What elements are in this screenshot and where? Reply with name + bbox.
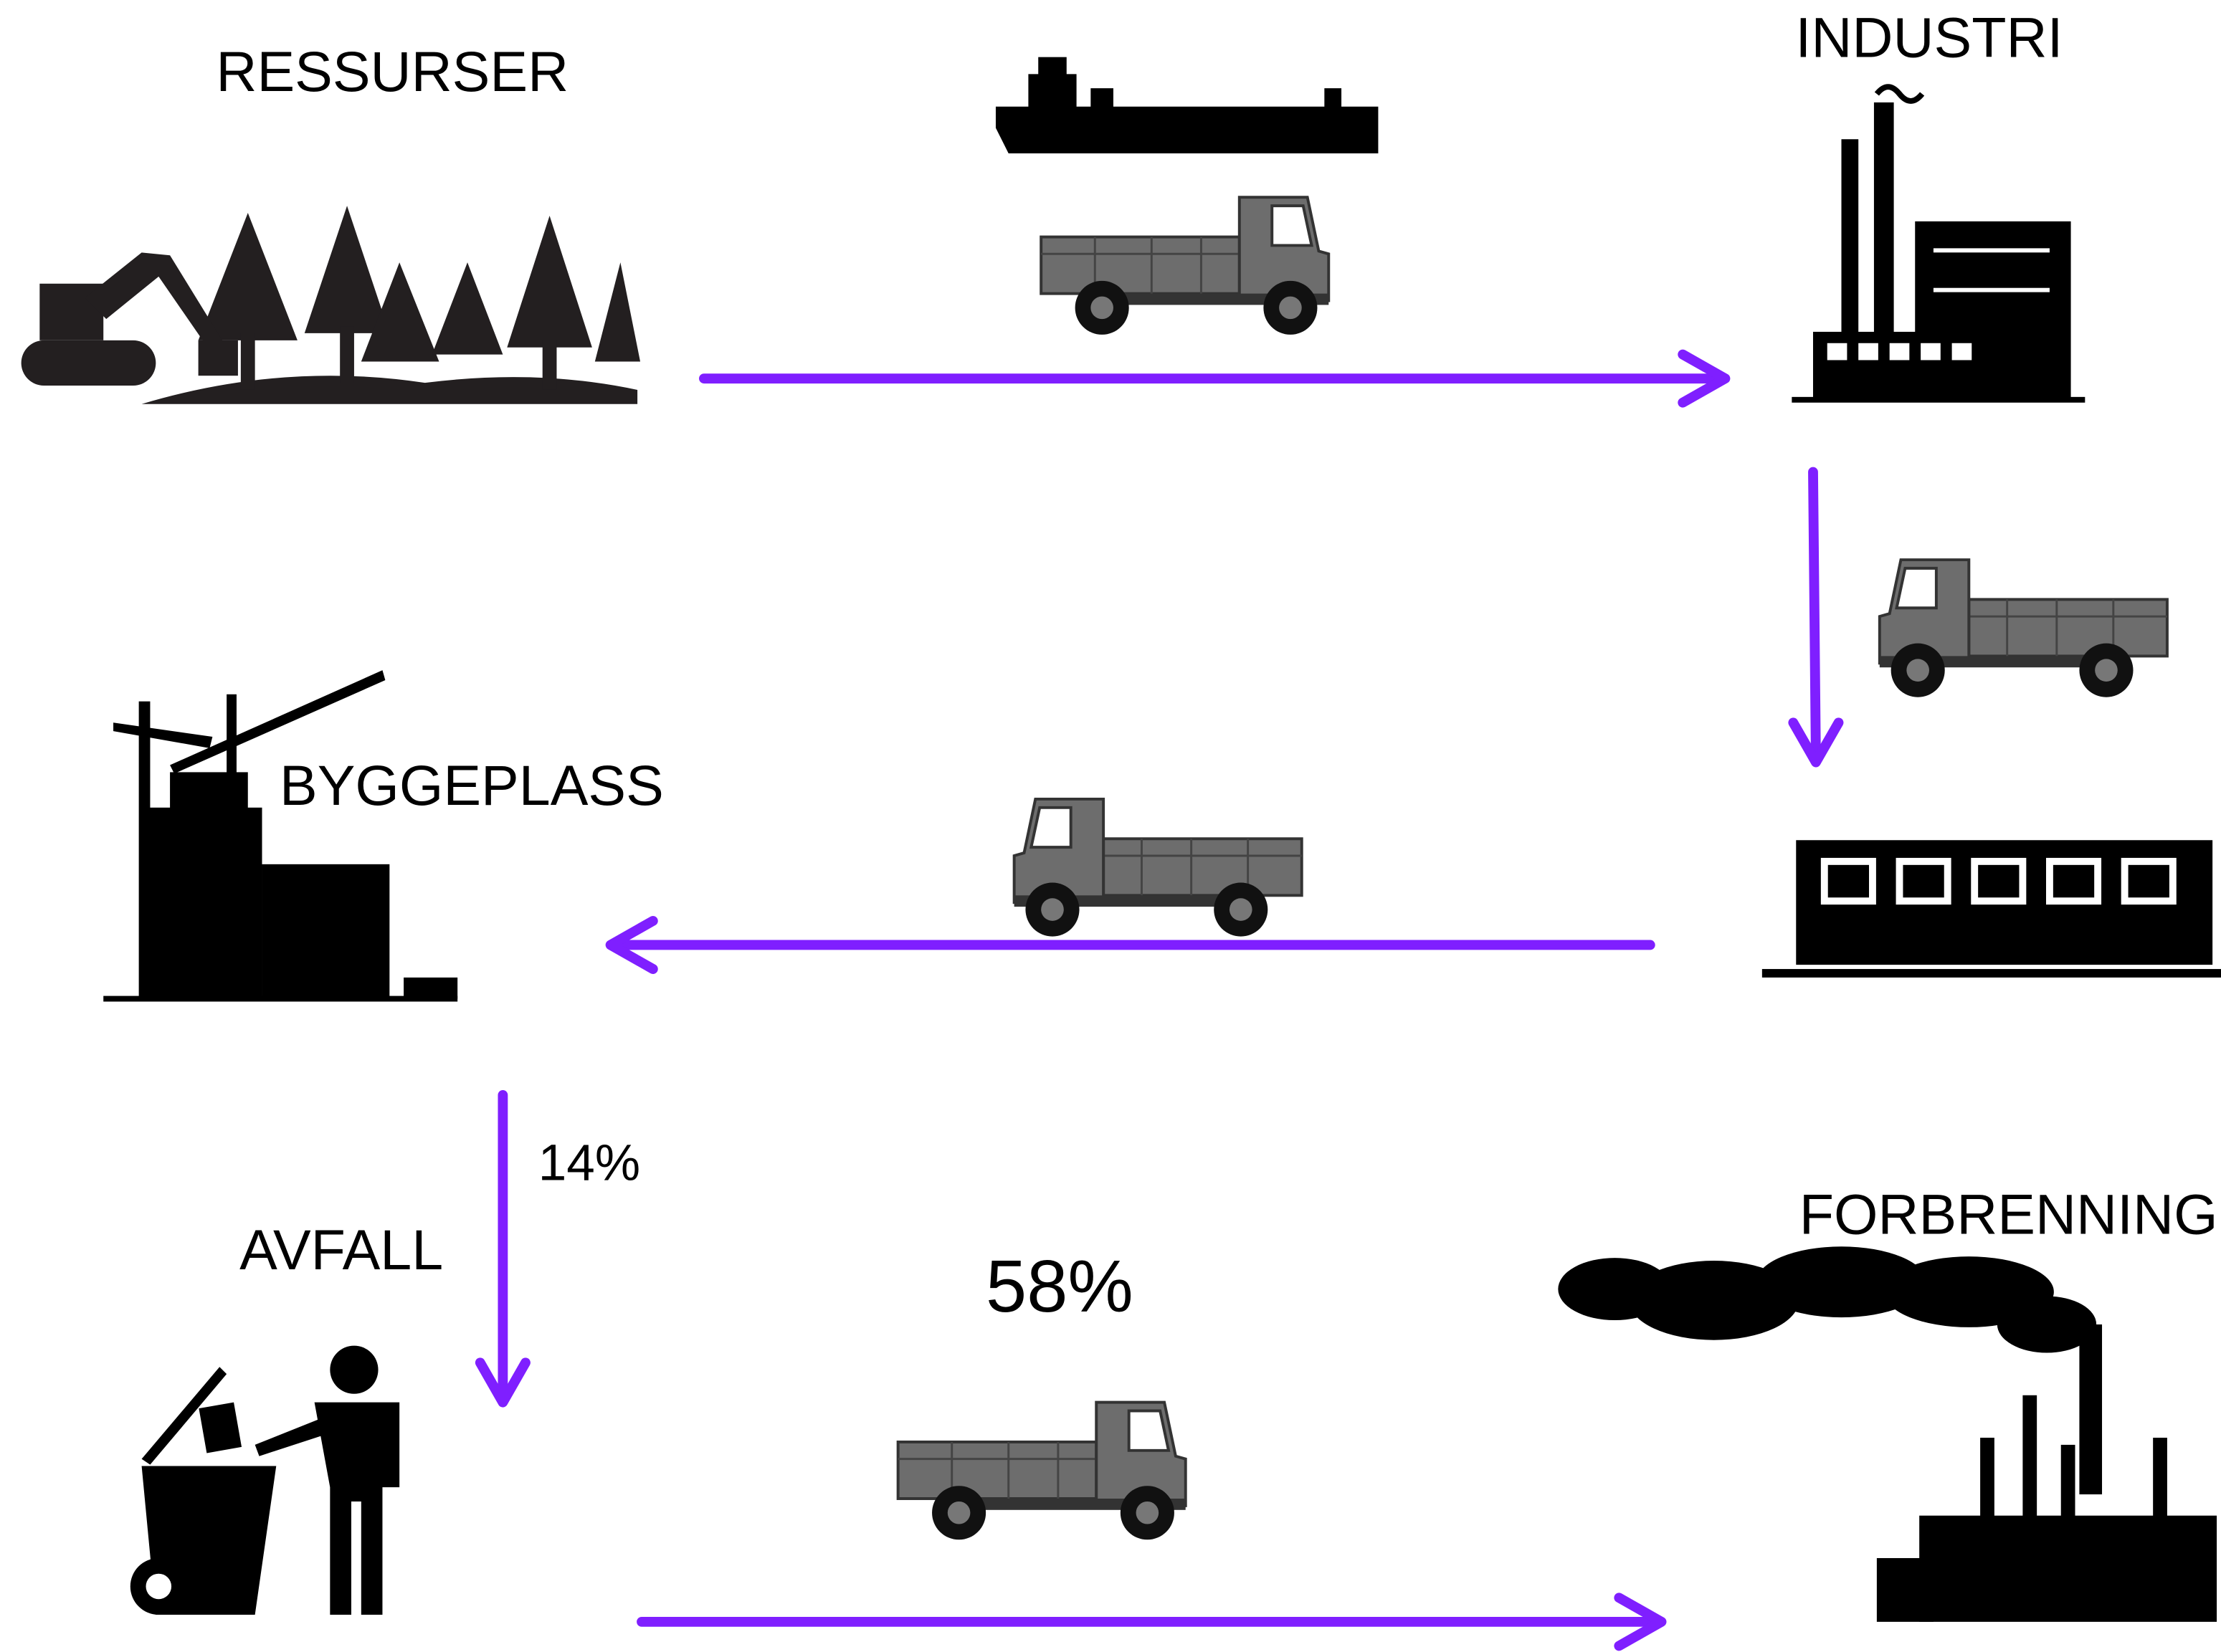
- node-label: INDUSTRI: [1795, 6, 2063, 70]
- factory-icon-part-part: [1890, 343, 1910, 361]
- factory-icon-part-part: [1952, 343, 1972, 361]
- construction-icon: [103, 670, 457, 1001]
- factory-icon-part-part: [1934, 248, 2050, 252]
- building-icon-part: [1762, 969, 2221, 978]
- node-label: RESSURSER: [216, 39, 569, 103]
- factory-icon-part: [1877, 87, 1922, 101]
- construction-icon-part: [113, 722, 212, 748]
- truck-icon: [898, 1403, 1186, 1540]
- arrow: [480, 1095, 525, 1403]
- forest-icon: [22, 206, 640, 404]
- factory-icon-part-part: [1827, 343, 1847, 361]
- arrow-part: [1813, 472, 1816, 760]
- waste-icon-part: [330, 1346, 378, 1394]
- node-label: AVFALL: [239, 1218, 443, 1281]
- flow-diagram: RESSURSER INDUSTRI BYGGEPLASS AVFALL FOR…: [0, 0, 2221, 1652]
- factory-icon-part-part: [1921, 343, 1941, 361]
- forest-icon-part: [432, 262, 503, 354]
- forest-icon-part: [142, 376, 638, 404]
- arrow: [704, 355, 1726, 403]
- incinerator-icon-part: [1877, 1558, 1934, 1622]
- forest-icon-part: [22, 340, 156, 386]
- construction-icon-part: [139, 702, 151, 999]
- incinerator-icon: [1558, 1246, 2217, 1622]
- arrow: [611, 921, 1650, 969]
- forest-icon-part: [595, 262, 640, 361]
- forest-icon-part: [199, 213, 298, 340]
- incinerator-icon-part: [2022, 1395, 2037, 1523]
- ship-icon-part: [996, 107, 1378, 153]
- building-icon: [1762, 840, 2221, 978]
- incinerator-icon-part: [2061, 1445, 2075, 1523]
- forest-icon-part: [305, 206, 390, 333]
- waste-icon: [130, 1346, 399, 1615]
- page: RESSURSER INDUSTRI BYGGEPLASS AVFALL FOR…: [0, 0, 2221, 1652]
- edge-label: 58%: [986, 1245, 1133, 1327]
- factory-icon: [1792, 87, 2085, 403]
- forest-icon-part: [85, 252, 227, 354]
- truck-icon: [1014, 799, 1302, 937]
- truck-icon: [1880, 560, 2167, 697]
- ship-icon: [996, 57, 1378, 153]
- construction-icon-part: [148, 808, 262, 999]
- construction-icon-part: [404, 978, 457, 999]
- forest-icon-part: [507, 216, 592, 348]
- incinerator-icon-part: [1919, 1516, 2217, 1622]
- factory-icon-part: [1841, 139, 1858, 338]
- factory-icon-part: [1792, 397, 2085, 403]
- incinerator-icon-part: [2153, 1438, 2167, 1523]
- ship-icon-part: [1324, 88, 1341, 108]
- waste-icon-part: [199, 1403, 242, 1453]
- forest-icon-part: [543, 340, 557, 390]
- edge-label: 14%: [538, 1135, 640, 1191]
- ship-icon-part: [1028, 74, 1076, 108]
- node-label: BYGGEPLASS: [280, 753, 664, 817]
- factory-icon-part-part: [1858, 343, 1878, 361]
- forest-icon-part: [199, 340, 238, 376]
- waste-icon-part: [255, 1416, 329, 1456]
- ship-icon-part: [1090, 88, 1113, 108]
- truck-icon: [1041, 197, 1328, 335]
- ship-icon-part: [1038, 57, 1067, 77]
- node-label: FORBRENNING: [1799, 1183, 2218, 1246]
- construction-icon-part: [262, 864, 390, 999]
- incinerator-icon-part: [2079, 1324, 2102, 1494]
- forest-icon-part: [340, 326, 354, 383]
- arrow: [1793, 472, 1838, 763]
- forest-icon-part: [241, 333, 255, 390]
- factory-icon-part: [1813, 332, 2025, 398]
- incinerator-icon-part: [1980, 1438, 1994, 1523]
- arrow: [642, 1598, 1662, 1646]
- waste-icon-part: [315, 1403, 400, 1615]
- factory-icon-part: [1874, 102, 1894, 338]
- waste-icon-part: [146, 1574, 172, 1600]
- factory-icon-part-part: [1934, 288, 2050, 292]
